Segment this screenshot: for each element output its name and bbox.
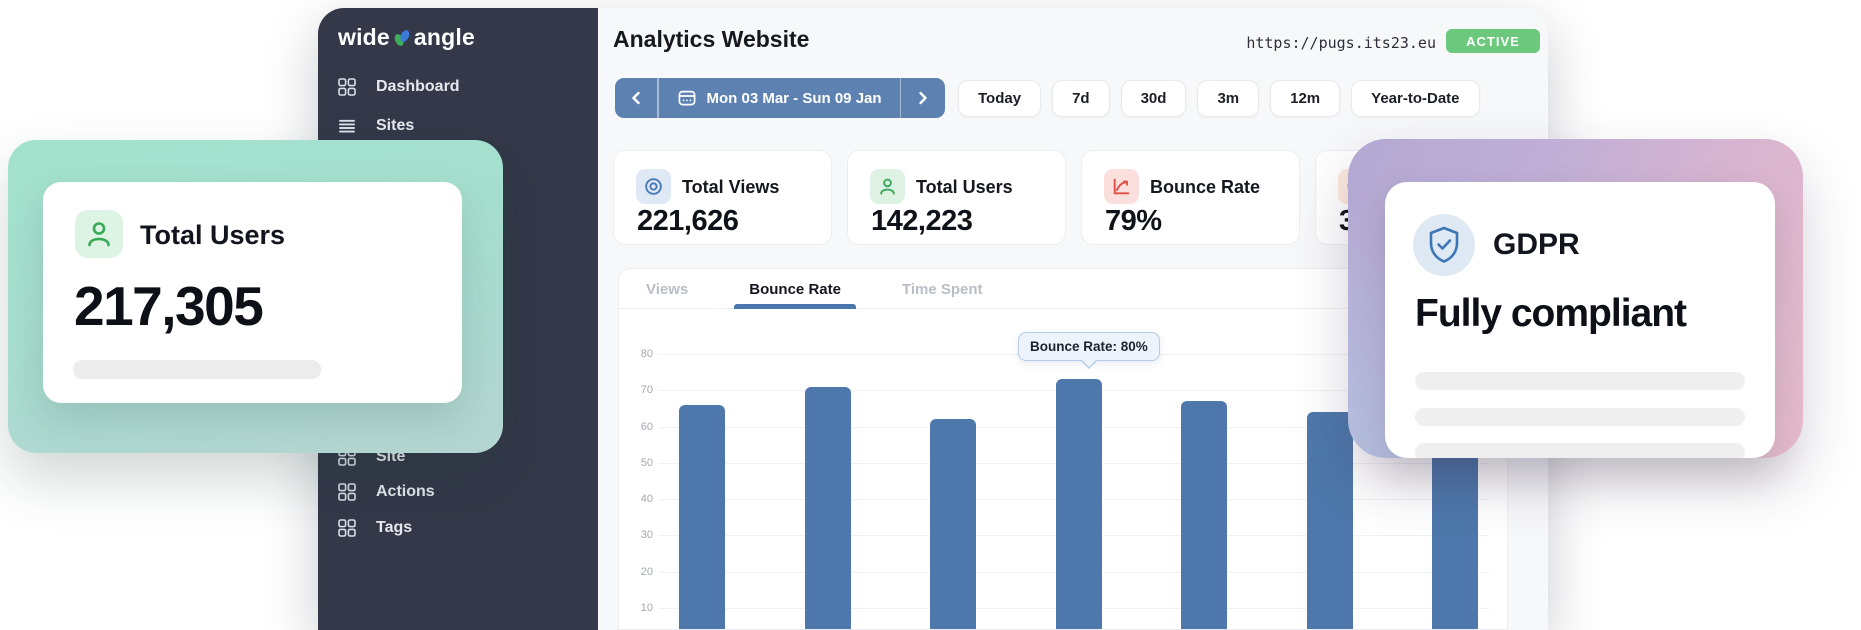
range-button-30d[interactable]: 30d — [1120, 80, 1187, 117]
overlay-users-value: 217,305 — [74, 275, 264, 337]
skeleton-bar — [73, 360, 321, 379]
gdpr-overlay-card: GDPR Fully compliant — [1348, 139, 1803, 458]
total-users-inner-card: Total Users 217,305 — [43, 182, 462, 403]
grid-icon — [338, 483, 356, 501]
divider — [657, 78, 659, 118]
quick-range-buttons: Today 7d 30d 3m 12m Year-to-Date — [958, 80, 1480, 117]
leaf-logo-icon — [392, 28, 412, 48]
y-tick-label: 10 — [640, 601, 653, 614]
tab-bounce-rate[interactable]: Bounce Rate — [734, 269, 856, 309]
page-title: Analytics Website — [613, 26, 810, 52]
stat-card-total-views: Total Views 221,626 — [613, 150, 832, 245]
stat-value: 79% — [1105, 205, 1162, 237]
stat-label: Total Users — [916, 177, 1013, 197]
date-range-display[interactable]: Mon 03 Mar - Sun 09 Jan — [659, 78, 900, 118]
tab-time-spent[interactable]: Time Spent — [901, 280, 983, 298]
logo-word-1: wide — [338, 24, 390, 50]
skeleton-bar — [1415, 372, 1745, 390]
logo-word-2: angle — [413, 24, 475, 50]
total-users-overlay-card: Total Users 217,305 — [8, 140, 503, 453]
app-logo: wide angle — [338, 24, 475, 51]
range-button-12m[interactable]: 12m — [1270, 80, 1341, 117]
date-range-picker: Mon 03 Mar - Sun 09 Jan — [615, 78, 946, 118]
bar-6[interactable] — [1306, 412, 1353, 629]
y-tick-label: 70 — [640, 384, 653, 397]
bar-4[interactable] — [1055, 379, 1102, 629]
stat-value: 221,626 — [637, 205, 739, 237]
date-range-label: Mon 03 Mar - Sun 09 Jan — [706, 89, 882, 107]
bar-7[interactable] — [1432, 426, 1478, 629]
next-range-button[interactable] — [901, 78, 945, 118]
stat-card-total-users: Total Users 142,223 — [847, 150, 1066, 245]
skeleton-bar — [1415, 408, 1745, 426]
prev-range-button[interactable] — [615, 78, 657, 118]
chart-tabs: Views Bounce Rate Time Spent — [619, 269, 1507, 309]
stat-label: Bounce Rate — [1150, 177, 1261, 197]
y-tick-label: 80 — [640, 348, 653, 360]
grid-icon — [338, 78, 356, 96]
sidebar-item-label: Actions — [376, 483, 435, 500]
stats-row: Total Views 221,626 Total Users 142,223 Boun… — [613, 150, 1534, 245]
y-tick-label: 30 — [640, 529, 653, 542]
site-url: https://pugs.its23.eu — [1246, 34, 1436, 52]
sidebar-item-dashboard[interactable]: Dashboard — [318, 73, 598, 101]
gdpr-headline: Fully compliant — [1415, 292, 1687, 335]
bar-3[interactable] — [930, 419, 976, 629]
skeleton-bar — [1415, 443, 1745, 458]
eye-icon — [636, 169, 671, 204]
sidebar-item-label: Dashboard — [376, 78, 460, 95]
calendar-icon — [678, 90, 695, 106]
range-button-today[interactable]: Today — [958, 80, 1042, 117]
tab-views[interactable]: Views — [646, 280, 689, 298]
divider — [899, 78, 902, 118]
stat-value: 142,223 — [871, 205, 973, 237]
y-tick-label: 50 — [640, 456, 653, 469]
stat-card-bounce-rate: Bounce Rate 79% — [1081, 150, 1300, 245]
list-icon — [338, 117, 356, 135]
bar-chart: 80 70 60 50 40 30 20 10 — [619, 309, 1507, 629]
stat-label: Total Views — [682, 177, 780, 197]
gdpr-title: GDPR — [1493, 228, 1580, 261]
sidebar-item-sites[interactable]: Sites — [318, 112, 598, 140]
range-button-7d[interactable]: 7d — [1052, 80, 1110, 117]
shield-check-icon — [1413, 214, 1475, 276]
sidebar-item-actions[interactable]: Actions — [318, 478, 598, 506]
bar-2[interactable] — [804, 386, 851, 629]
bar-1[interactable] — [679, 404, 725, 629]
status-badge: ACTIVE — [1446, 29, 1540, 53]
chart-tooltip: Bounce Rate: 80% — [1018, 332, 1160, 369]
sidebar-item-tags[interactable]: Tags — [318, 514, 598, 542]
range-button-year-to-date[interactable]: Year-to-Date — [1351, 80, 1480, 117]
sidebar-item-label: Tags — [376, 519, 413, 536]
user-icon — [870, 169, 905, 204]
bar-5[interactable] — [1181, 401, 1227, 629]
y-tick-label: 60 — [640, 420, 653, 433]
range-button-3m[interactable]: 3m — [1197, 80, 1260, 117]
overlay-users-label: Total Users — [140, 220, 286, 250]
gdpr-inner-card: GDPR Fully compliant — [1385, 182, 1775, 458]
trend-icon — [1104, 169, 1139, 204]
chevron-left-icon — [632, 91, 640, 105]
sidebar-item-label: Sites — [376, 117, 415, 134]
user-icon — [75, 210, 123, 258]
y-tick-label: 40 — [640, 493, 653, 505]
grid-icon — [338, 519, 356, 537]
y-tick-label: 20 — [640, 565, 653, 578]
chevron-right-icon — [919, 91, 927, 105]
